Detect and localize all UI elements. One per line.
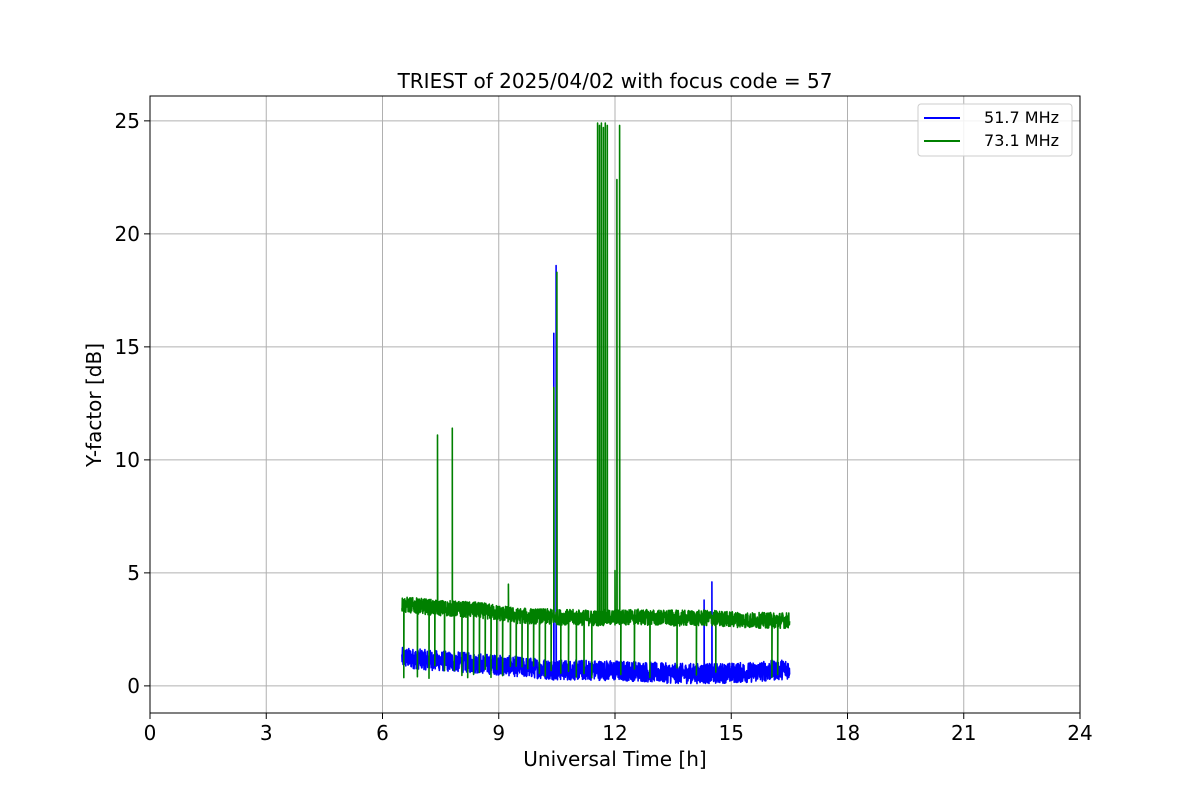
y-tick-label: 5: [127, 561, 140, 585]
x-tick-label: 0: [144, 721, 157, 745]
x-tick-label: 21: [951, 721, 976, 745]
y-tick-label: 20: [115, 222, 140, 246]
legend-label-73-1-mhz: 73.1 MHz: [984, 131, 1059, 150]
x-axis: 0 3 6 9 12 15 18 21 24: [144, 713, 1093, 745]
series-line-51-7-mhz: [401, 264, 791, 685]
series-line-73-1-mhz: [401, 122, 791, 679]
grid: [149, 96, 1081, 713]
y-tick-label: 25: [115, 109, 140, 133]
plot-area: [401, 122, 791, 685]
chart-title: TRIEST of 2025/04/02 with focus code = 5…: [397, 69, 833, 93]
y-axis-label: Y-factor [dB]: [82, 343, 106, 468]
y-tick-label: 15: [115, 335, 140, 359]
x-tick-label: 24: [1067, 721, 1092, 745]
x-tick-label: 3: [260, 721, 273, 745]
x-tick-label: 18: [835, 721, 860, 745]
x-tick-label: 9: [492, 721, 505, 745]
y-axis: 0 5 10 15 20 25: [115, 109, 150, 698]
y-tick-label: 0: [127, 674, 140, 698]
x-axis-label: Universal Time [h]: [523, 747, 706, 771]
y-tick-label: 10: [115, 448, 140, 472]
x-tick-label: 12: [602, 721, 627, 745]
x-tick-label: 15: [719, 721, 744, 745]
x-tick-label: 6: [376, 721, 389, 745]
legend-label-51-7-mhz: 51.7 MHz: [984, 108, 1059, 127]
legend: 51.7 MHz 73.1 MHz: [917, 103, 1073, 157]
